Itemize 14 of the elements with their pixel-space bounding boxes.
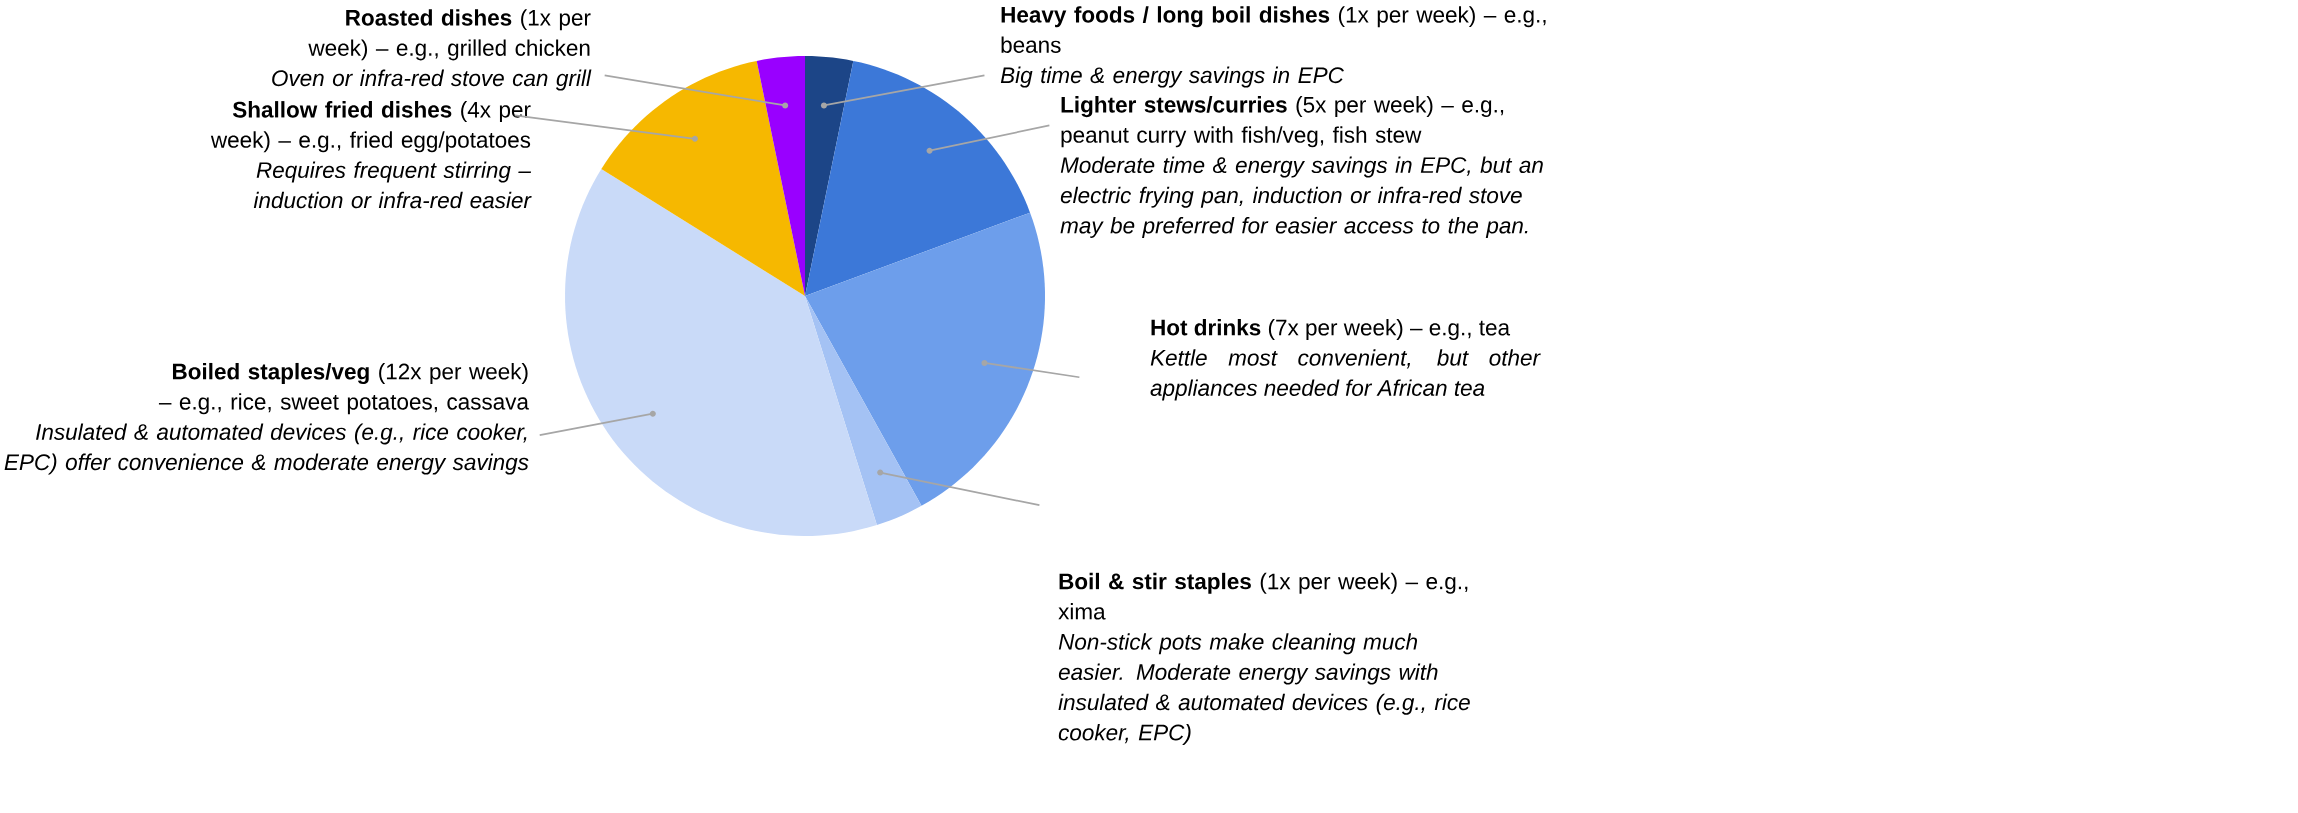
slice-label: Roasted dishes (1x per week) – e.g., grilled chicken xyxy=(308,9,591,61)
text: Requires frequent stirring – induction or infra-red easier xyxy=(253,161,532,209)
text: Big time & energy savings in EPC xyxy=(1000,66,1344,88)
text: Moderate time & energy savings in EPC, but an electric frying pan, induction or infra-red stove may be preferred for easier access to the pan. xyxy=(1060,156,1543,238)
category-label: Heavy foods / long boil dishes (1x per week) – e.g., beans xyxy=(1001,6,1546,53)
text: Insulated & automated devices (e.g., rice cooker, EPC) offer convenience & moderate energy savings xyxy=(4,423,529,475)
slice-label: Lighter stews/curries (5x per week) – e.g., peanut curry with fish/veg, fish stew xyxy=(1061,96,1504,148)
slice-label: Hot drinks (7x per week) – e.g., tea xyxy=(1151,318,1511,340)
text: Non-stick pots make cleaning much easier. Moderate energy savings with insulated & automated devices (e.g., rice cooker, EPC) xyxy=(1058,633,1470,745)
slice-label: Shallow fried dishes (4x per week) – e.g., fried egg/potatoes xyxy=(210,101,531,153)
slice-label: Boiled staples/veg (12x per week) – e.g., rice, sweet potatoes, cassava xyxy=(158,362,529,415)
category-label: Boil & stir staples (1x per week) – e.g., xima xyxy=(1058,572,1468,620)
text: Oven or infra-red stove can grill xyxy=(272,69,592,91)
text: Kettle most convenient, but other appliances needed for African tea xyxy=(1150,349,1541,401)
